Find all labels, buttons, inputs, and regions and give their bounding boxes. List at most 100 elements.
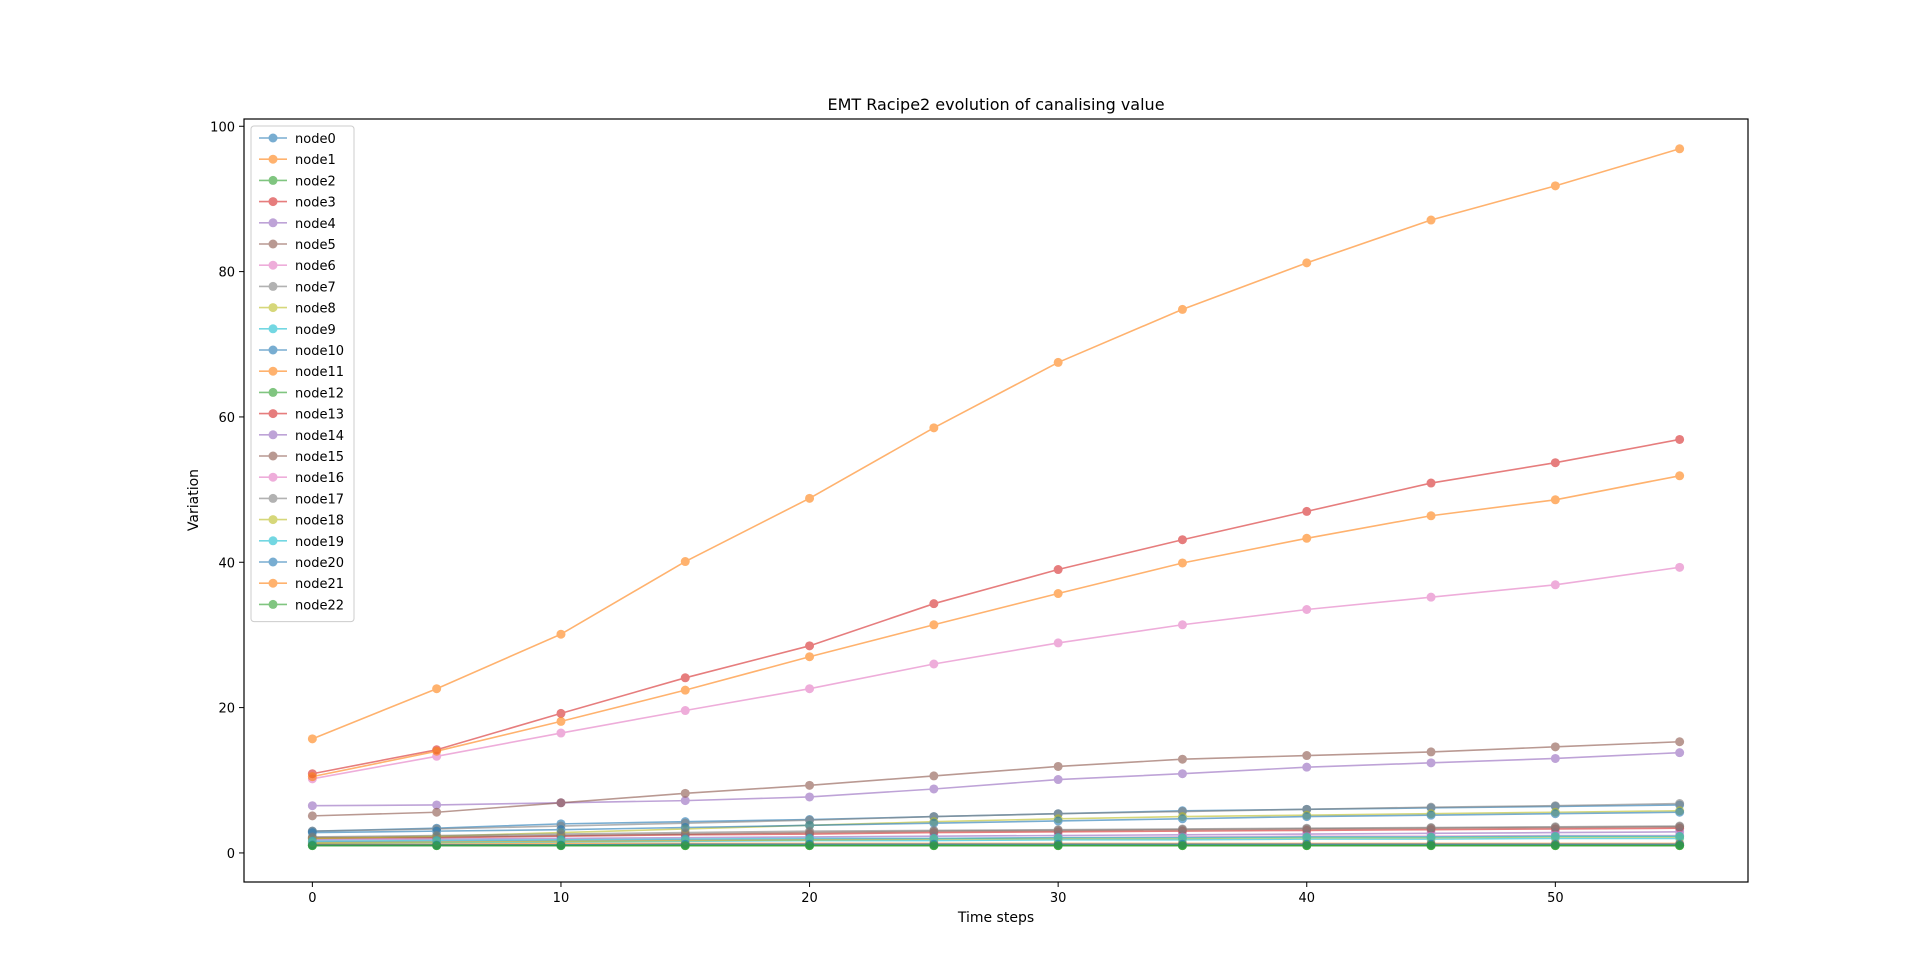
legend-swatch xyxy=(259,451,287,461)
legend-label: node19 xyxy=(295,535,344,550)
legend-label: node21 xyxy=(295,577,344,592)
data-point xyxy=(307,772,317,782)
data-point xyxy=(1053,589,1063,599)
data-point xyxy=(805,780,815,790)
legend-label: node0 xyxy=(295,132,336,147)
legend-swatch xyxy=(259,303,287,313)
data-point xyxy=(1177,558,1187,568)
legend-label: node11 xyxy=(295,365,344,380)
legend-label: node1 xyxy=(295,153,336,168)
legend-swatch xyxy=(259,133,287,143)
data-point xyxy=(1675,821,1685,831)
legend-label: node6 xyxy=(295,259,336,274)
data-point xyxy=(1426,823,1436,832)
data-point xyxy=(432,841,442,851)
legend-label: node20 xyxy=(295,556,344,571)
legend-swatch xyxy=(259,324,287,334)
data-point xyxy=(1550,822,1560,832)
legend-swatch xyxy=(259,430,287,440)
data-point xyxy=(1550,580,1560,590)
legend-item: node0 xyxy=(259,132,336,147)
y-tick-label: 100 xyxy=(210,120,235,135)
data-point xyxy=(1550,801,1560,811)
data-point xyxy=(680,673,690,683)
legend-swatch xyxy=(259,345,287,355)
legend-label: node4 xyxy=(295,217,336,232)
legend-label: node13 xyxy=(295,408,344,423)
data-point xyxy=(1550,458,1560,468)
legend-label: node16 xyxy=(295,471,344,486)
data-point xyxy=(1053,841,1063,851)
x-tick-label: 0 xyxy=(308,891,316,906)
data-point xyxy=(1426,758,1436,768)
legend-item: node13 xyxy=(259,408,344,423)
data-point xyxy=(1053,825,1063,835)
series-line xyxy=(312,566,1680,780)
legend-swatch xyxy=(259,536,287,546)
data-point xyxy=(680,841,690,851)
x-axis-label: Time steps xyxy=(957,910,1034,926)
legend-label: node10 xyxy=(295,344,344,359)
legend-label: node3 xyxy=(295,196,336,211)
data-point xyxy=(929,771,939,781)
legend-label: node18 xyxy=(295,514,344,529)
legend-item: node22 xyxy=(259,598,344,613)
data-point xyxy=(556,708,566,718)
legend-label: node17 xyxy=(295,492,344,507)
data-point xyxy=(929,784,939,794)
series-line xyxy=(312,825,1680,838)
legend-swatch xyxy=(259,599,287,609)
data-point xyxy=(1550,831,1560,841)
data-point xyxy=(680,685,690,695)
y-tick-label: 80 xyxy=(218,266,235,281)
legend-item: node1 xyxy=(259,153,336,168)
data-point xyxy=(1675,748,1685,758)
data-point xyxy=(929,841,939,851)
data-point xyxy=(1177,535,1187,545)
legend-label: node12 xyxy=(295,386,344,401)
y-tick-label: 60 xyxy=(218,411,235,426)
data-point xyxy=(1426,802,1436,812)
series-node22 xyxy=(307,841,1685,851)
legend-item: node6 xyxy=(259,259,336,274)
data-point xyxy=(1426,215,1436,225)
series-line xyxy=(312,811,1680,834)
data-point xyxy=(1053,357,1063,367)
data-point xyxy=(805,684,815,694)
data-point xyxy=(1053,833,1063,843)
series-line xyxy=(312,740,1680,817)
data-point xyxy=(805,493,815,503)
data-point xyxy=(432,746,442,756)
series-node1 xyxy=(307,144,1685,744)
data-point xyxy=(1302,812,1312,822)
y-tick-label: 0 xyxy=(227,847,235,862)
series-line xyxy=(312,148,1680,740)
data-point xyxy=(1426,592,1436,602)
data-point xyxy=(1550,841,1560,851)
series-node14 xyxy=(307,748,1685,811)
data-point xyxy=(1177,841,1187,851)
data-point xyxy=(1053,816,1063,826)
plot-frame xyxy=(243,118,1749,883)
data-point xyxy=(1053,761,1063,771)
x-tick-label: 40 xyxy=(1298,891,1315,906)
data-point xyxy=(1426,478,1436,488)
legend-swatch xyxy=(259,281,287,291)
series-line xyxy=(312,843,1680,846)
x-tick-label: 10 xyxy=(553,891,570,906)
data-point xyxy=(1053,638,1063,648)
legend-item: node12 xyxy=(259,386,344,401)
legend-label: node2 xyxy=(295,174,336,189)
data-point xyxy=(1426,810,1436,820)
data-point xyxy=(1302,751,1312,761)
data-point xyxy=(805,826,815,836)
legend-item: node18 xyxy=(259,514,344,529)
data-point xyxy=(929,620,939,630)
data-point xyxy=(805,841,815,851)
data-point xyxy=(307,801,317,811)
data-point xyxy=(1675,144,1685,154)
plot-area xyxy=(307,144,1685,851)
data-point xyxy=(1177,833,1187,843)
legend-item: node15 xyxy=(259,450,344,465)
